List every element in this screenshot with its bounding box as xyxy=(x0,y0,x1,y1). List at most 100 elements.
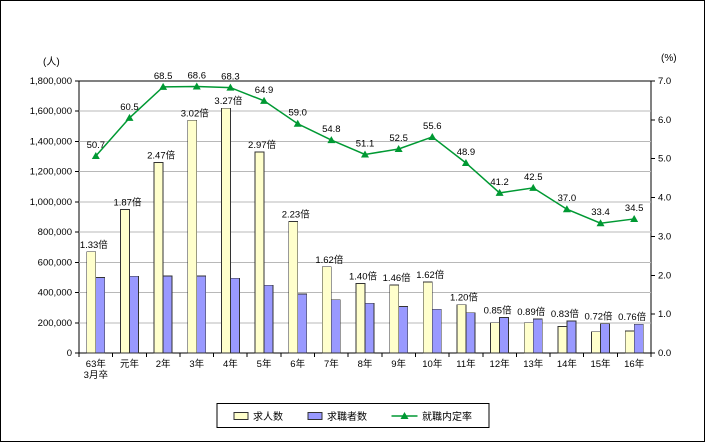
x-axis-label: 6年 xyxy=(290,358,305,370)
rate-marker xyxy=(461,158,470,166)
bar-jobs xyxy=(389,284,400,354)
rate-marker xyxy=(91,151,100,159)
bar-jobs xyxy=(557,326,568,354)
right-axis-tick-label: 2.0 xyxy=(658,270,671,281)
bar-seekers xyxy=(398,306,409,354)
bar-seekers xyxy=(600,323,610,354)
bar-jobs xyxy=(221,107,231,354)
ratio-label: 3.02倍 xyxy=(181,107,209,119)
legend-item-jobs: 求人数 xyxy=(233,408,283,423)
rate-label: 50.7 xyxy=(87,140,106,151)
left-axis-tick-label: 1,800,000 xyxy=(30,76,72,87)
rate-label: 48.9 xyxy=(457,147,476,158)
ratio-label: 3.27倍 xyxy=(214,95,242,107)
rate-marker xyxy=(495,188,504,196)
rate-label: 64.9 xyxy=(255,85,274,96)
ratio-label: 1.40倍 xyxy=(349,270,377,282)
rate-marker xyxy=(361,150,369,158)
ratio-label: 2.47倍 xyxy=(147,150,175,162)
rate-marker xyxy=(394,145,403,152)
left-axis-tick-label: 0 xyxy=(67,348,72,359)
bar-jobs xyxy=(153,162,164,354)
ratio-label: 0.72倍 xyxy=(585,311,613,323)
rate-label: 68.3 xyxy=(221,72,240,83)
ratio-label: 2.97倍 xyxy=(248,139,276,151)
bar-seekers xyxy=(499,317,509,354)
ratio-label: 0.85倍 xyxy=(484,304,512,316)
x-axis-label: 3月卒 xyxy=(84,369,108,381)
bar-jobs xyxy=(321,266,332,354)
bar-seekers xyxy=(566,320,577,354)
x-axis-label: 12年 xyxy=(490,358,511,370)
bar-jobs xyxy=(591,331,601,354)
rate-label: 55.6 xyxy=(423,121,442,132)
bar-seekers xyxy=(431,308,442,354)
rate-marker xyxy=(562,205,571,213)
rate-label: 37.0 xyxy=(558,193,577,204)
rate-marker xyxy=(428,132,437,140)
bar-jobs xyxy=(254,151,265,354)
left-axis-tick-label: 800,000 xyxy=(38,227,72,238)
ratio-label: 1.46倍 xyxy=(383,272,411,284)
bar-jobs xyxy=(120,209,130,354)
ratio-label: 2.23倍 xyxy=(282,209,310,221)
rate-label: 41.2 xyxy=(490,177,509,188)
rate-label: 68.6 xyxy=(188,70,207,81)
rate-line-icon xyxy=(391,411,417,419)
ratio-label: 1.62倍 xyxy=(315,254,343,266)
left-axis-tick-label: 200,000 xyxy=(38,318,72,329)
right-axis-tick-label: 7.0 xyxy=(658,76,671,87)
rate-marker xyxy=(293,119,302,127)
rate-marker xyxy=(327,136,336,144)
bar-jobs xyxy=(86,251,97,354)
rate-marker xyxy=(630,214,639,222)
rate-marker xyxy=(596,219,605,227)
left-axis-tick-label: 1,600,000 xyxy=(30,106,72,117)
ratio-label: 0.76倍 xyxy=(618,311,646,323)
left-axis-tick-label: 1,000,000 xyxy=(30,197,72,208)
x-axis-label: 8年 xyxy=(358,358,373,370)
ratio-label: 1.87倍 xyxy=(113,196,141,208)
rate-label: 42.5 xyxy=(524,172,543,183)
rate-marker xyxy=(529,183,538,191)
ratio-label: 0.83倍 xyxy=(551,308,579,320)
bar-seekers xyxy=(297,293,308,354)
ratio-label: 1.20倍 xyxy=(450,292,478,304)
jobs-swatch-icon xyxy=(233,411,248,420)
x-axis-label: 9年 xyxy=(391,358,406,370)
rate-marker xyxy=(125,113,134,121)
x-axis-label: 5年 xyxy=(257,358,272,370)
rate-label: 68.5 xyxy=(154,71,173,82)
rate-marker xyxy=(192,82,201,90)
rate-label: 34.5 xyxy=(625,203,644,214)
right-axis-tick-label: 1.0 xyxy=(658,309,671,320)
bar-seekers xyxy=(263,284,274,354)
right-axis-tick-label: 5.0 xyxy=(658,154,671,165)
bar-seekers xyxy=(129,275,139,354)
rate-marker xyxy=(159,82,168,90)
bar-seekers xyxy=(532,318,543,354)
seekers-swatch-icon xyxy=(307,411,322,420)
bar-jobs xyxy=(187,119,198,354)
bar-seekers xyxy=(230,277,240,354)
bar-jobs xyxy=(456,304,467,354)
left-axis-tick-label: 1,200,000 xyxy=(30,167,72,178)
bar-seekers xyxy=(364,302,375,354)
x-axis-label: 13年 xyxy=(523,358,544,370)
rate-label: 60.5 xyxy=(120,102,139,113)
bar-jobs xyxy=(288,221,299,354)
bar-jobs xyxy=(422,281,433,354)
x-axis-label: 16年 xyxy=(624,358,645,370)
bar-seekers xyxy=(196,275,207,354)
ratio-label: 0.89倍 xyxy=(517,306,545,318)
right-axis-tick-label: 3.0 xyxy=(658,231,671,242)
right-axis-unit-label: (%) xyxy=(661,53,677,64)
rate-label: 33.4 xyxy=(591,207,610,218)
x-axis-label: 14年 xyxy=(557,358,578,370)
ratio-label: 1.62倍 xyxy=(416,269,444,281)
bar-jobs xyxy=(490,322,500,354)
x-axis-label: 15年 xyxy=(590,358,611,370)
x-axis-label: 7年 xyxy=(324,358,339,370)
